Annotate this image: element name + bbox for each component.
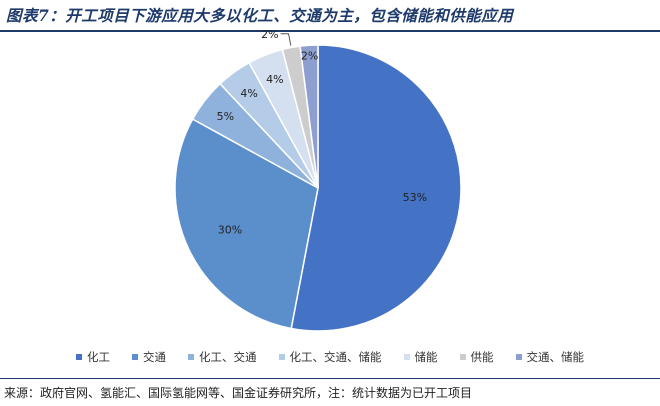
legend-swatch (278, 354, 285, 360)
legend-label: 交通、储能 (526, 350, 585, 364)
legend-item: 储能 (403, 349, 438, 365)
legend-label: 供能 (470, 350, 494, 364)
legend-label: 储能 (414, 350, 438, 364)
source-note: 来源：政府官网、氢能汇、国际氢能网等、国金证券研究所，注：统计数据为已开工项目 (4, 386, 473, 400)
legend-item: 交通、储能 (515, 349, 585, 365)
slice-data-label: 4% (266, 73, 283, 86)
legend-label: 化工、交通 (199, 350, 257, 364)
legend-label: 化工 (87, 350, 110, 364)
slice-data-label: 4% (240, 87, 257, 100)
legend-item: 化工 (76, 349, 110, 365)
legend-swatch (188, 354, 194, 360)
legend-item: 交通 (132, 349, 166, 365)
slice-data-label: 5% (217, 110, 234, 123)
legend-swatch (76, 354, 82, 360)
title-bar: 图表7：开工项目下游应用大多以化工、交通为主，包含储能和供能应用 (0, 0, 660, 32)
slice-data-label: 53% (403, 191, 427, 204)
pie-slice (299, 44, 319, 189)
legend-label: 交通 (143, 350, 166, 364)
legend-swatch (459, 354, 466, 360)
slice-data-label: 30% (218, 223, 242, 236)
legend-swatch (132, 354, 138, 360)
title-divider (0, 30, 660, 32)
legend-item: 化工、交通、储能 (278, 349, 382, 365)
slice-data-label: 2% (301, 49, 318, 62)
legend-swatch (403, 354, 410, 360)
legend-swatch (515, 354, 522, 360)
legend-item: 供能 (459, 349, 494, 365)
legend-item: 化工、交通 (188, 349, 257, 365)
chart-legend: 化工 交通 化工、交通 化工、交通、储能 储能 供能 交通、储能 (0, 348, 660, 366)
slice-data-label: 2% (261, 28, 278, 41)
legend-label: 化工、交通、储能 (289, 350, 382, 364)
pie-slice (290, 44, 462, 332)
pie-slice (174, 118, 319, 330)
footer-divider (0, 378, 660, 379)
leader-line (280, 33, 292, 46)
chart-title: 图表7：开工项目下游应用大多以化工、交通为主，包含储能和供能应用 (6, 6, 514, 25)
pie-labels: 53% 30% 5% 4% 4% 2% 2% (217, 28, 427, 237)
pie-slices (174, 44, 462, 332)
